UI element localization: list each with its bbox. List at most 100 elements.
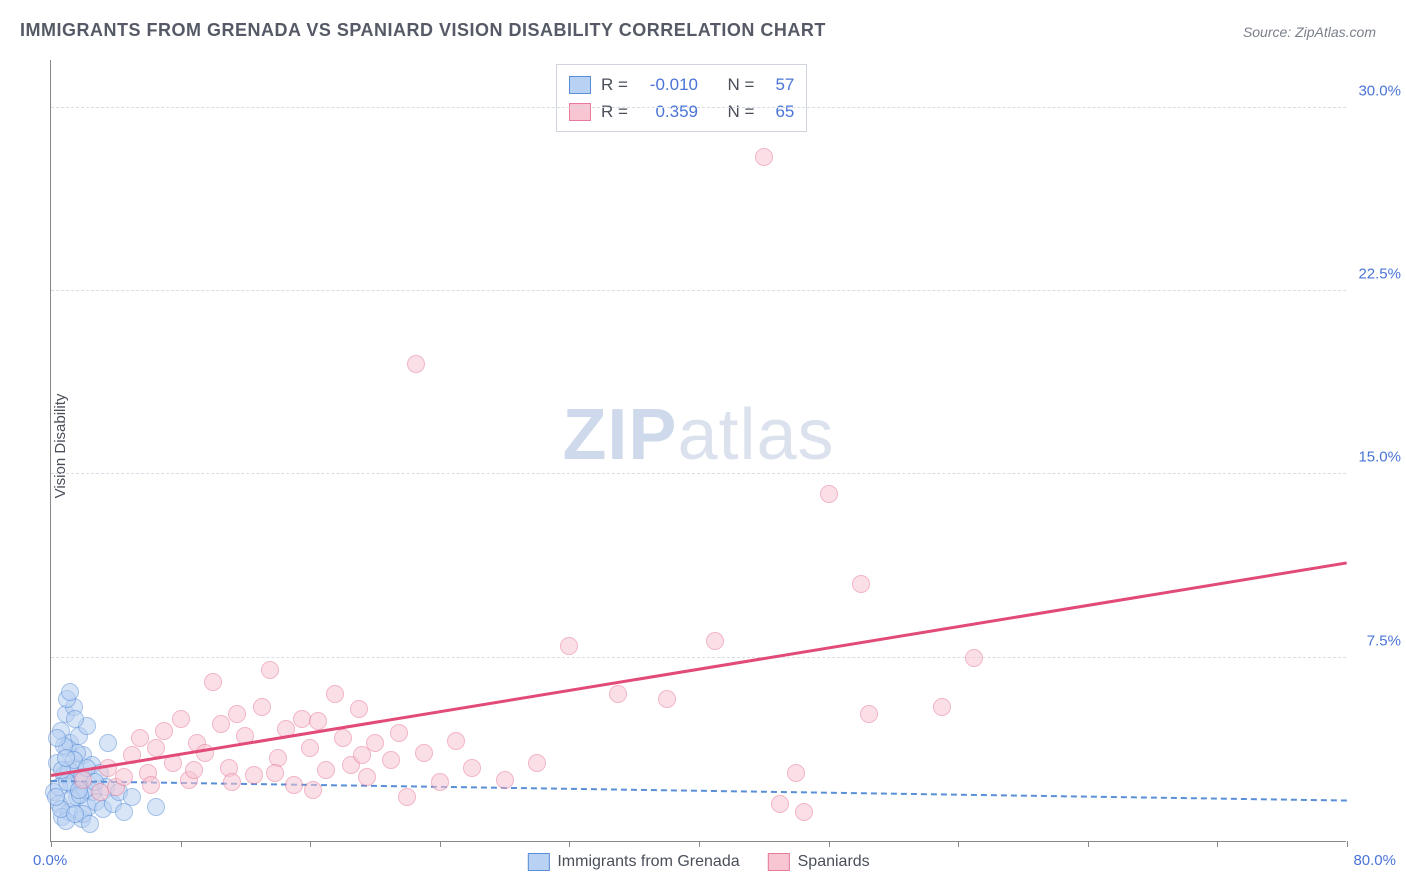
data-point <box>706 632 724 650</box>
data-point <box>658 690 676 708</box>
data-point <box>326 685 344 703</box>
data-point <box>334 729 352 747</box>
data-point <box>228 705 246 723</box>
watermark: ZIPatlas <box>562 394 834 476</box>
legend-swatch <box>569 76 591 94</box>
data-point <box>74 771 92 789</box>
data-point <box>795 803 813 821</box>
x-tick <box>51 841 52 847</box>
data-point <box>131 729 149 747</box>
data-point <box>147 739 165 757</box>
data-point <box>57 749 75 767</box>
data-point <box>852 575 870 593</box>
data-point <box>47 788 65 806</box>
x-origin-label: 0.0% <box>33 852 67 869</box>
legend-swatch <box>768 853 790 871</box>
data-point <box>933 698 951 716</box>
data-point <box>115 768 133 786</box>
data-point <box>99 734 117 752</box>
data-point <box>212 715 230 733</box>
data-point <box>172 710 190 728</box>
data-point <box>820 485 838 503</box>
n-value: 65 <box>764 98 794 125</box>
y-tick-label: 7.5% <box>1367 632 1401 649</box>
data-point <box>155 722 173 740</box>
data-point <box>293 710 311 728</box>
x-tick <box>181 841 182 847</box>
data-point <box>353 746 371 764</box>
legend-swatch <box>569 103 591 121</box>
stats-row: R = -0.010 N = 57 <box>569 71 794 98</box>
r-value: -0.010 <box>638 71 698 98</box>
x-tick <box>569 841 570 847</box>
data-point <box>560 637 578 655</box>
n-label: N = <box>727 71 754 98</box>
x-tick <box>958 841 959 847</box>
data-point <box>185 761 203 779</box>
data-point <box>66 805 84 823</box>
data-point <box>390 724 408 742</box>
data-point <box>245 766 263 784</box>
data-point <box>382 751 400 769</box>
x-tick <box>440 841 441 847</box>
data-point <box>301 739 319 757</box>
data-point <box>48 729 66 747</box>
x-tick <box>1347 841 1348 847</box>
data-point <box>496 771 514 789</box>
data-point <box>755 148 773 166</box>
data-point <box>223 773 241 791</box>
x-tick <box>1217 841 1218 847</box>
data-point <box>528 754 546 772</box>
scatter-chart: ZIPatlas R =-0.010 N =57R =0.359 N =65 0… <box>50 60 1346 842</box>
data-point <box>304 781 322 799</box>
data-point <box>431 773 449 791</box>
data-point <box>261 661 279 679</box>
chart-title: IMMIGRANTS FROM GRENADA VS SPANIARD VISI… <box>20 20 826 41</box>
y-tick-label: 30.0% <box>1358 82 1401 99</box>
data-point <box>123 788 141 806</box>
data-point <box>415 744 433 762</box>
y-tick-label: 22.5% <box>1358 266 1401 283</box>
x-tick <box>1088 841 1089 847</box>
data-point <box>266 764 284 782</box>
legend-swatch <box>527 853 549 871</box>
data-point <box>309 712 327 730</box>
data-point <box>350 700 368 718</box>
n-value: 57 <box>764 71 794 98</box>
data-point <box>61 683 79 701</box>
data-point <box>787 764 805 782</box>
stats-row: R =0.359 N =65 <box>569 98 794 125</box>
data-point <box>771 795 789 813</box>
data-point <box>407 355 425 373</box>
gridline-h <box>51 107 1346 108</box>
r-label: R = <box>601 98 628 125</box>
legend-label: Immigrants from Grenada <box>557 853 739 871</box>
data-point <box>358 768 376 786</box>
data-point <box>66 710 84 728</box>
legend-item: Immigrants from Grenada <box>527 853 739 871</box>
gridline-h <box>51 290 1346 291</box>
data-point <box>860 705 878 723</box>
data-point <box>142 776 160 794</box>
data-point <box>91 783 109 801</box>
data-point <box>447 732 465 750</box>
data-point <box>965 649 983 667</box>
series-legend: Immigrants from Grenada Spaniards <box>527 853 869 871</box>
data-point <box>204 673 222 691</box>
watermark-bold: ZIP <box>562 395 677 475</box>
gridline-h <box>51 657 1346 658</box>
data-point <box>609 685 627 703</box>
watermark-light: atlas <box>677 395 834 475</box>
data-point <box>285 776 303 794</box>
x-tick <box>829 841 830 847</box>
data-point <box>317 761 335 779</box>
r-label: R = <box>601 71 628 98</box>
x-tick <box>699 841 700 847</box>
data-point <box>463 759 481 777</box>
stats-legend: R = -0.010 N = 57R =0.359 N =65 <box>556 64 807 132</box>
data-point <box>147 798 165 816</box>
legend-label: Spaniards <box>798 853 870 871</box>
y-tick-label: 15.0% <box>1358 449 1401 466</box>
trendline <box>51 562 1347 778</box>
legend-item: Spaniards <box>768 853 870 871</box>
